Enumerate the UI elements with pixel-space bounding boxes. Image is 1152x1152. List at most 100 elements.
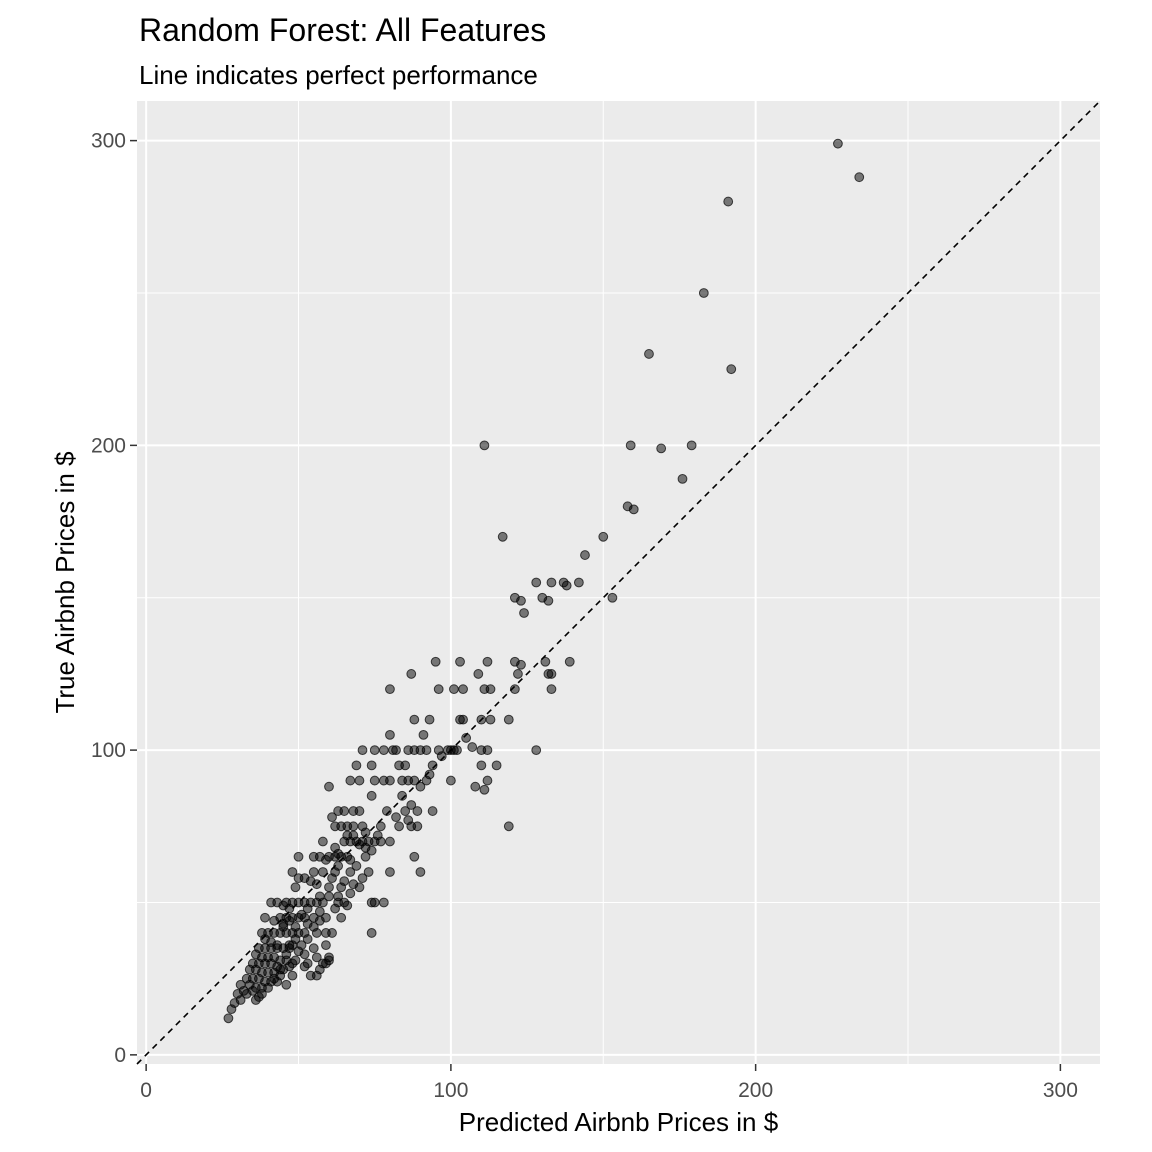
data-point bbox=[372, 830, 383, 841]
data-point bbox=[607, 592, 618, 603]
data-point bbox=[461, 733, 472, 743]
data-point bbox=[308, 867, 319, 877]
data-point bbox=[598, 531, 609, 542]
data-point bbox=[302, 903, 313, 914]
data-point bbox=[470, 781, 481, 792]
data-point bbox=[628, 504, 639, 515]
data-point bbox=[293, 851, 304, 862]
data-point bbox=[391, 745, 401, 756]
data-point bbox=[378, 897, 389, 908]
data-point bbox=[287, 958, 298, 969]
data-point bbox=[400, 760, 411, 771]
data-point bbox=[516, 659, 526, 670]
data-point bbox=[241, 989, 252, 999]
data-point bbox=[430, 656, 441, 667]
data-point bbox=[400, 806, 411, 816]
data-point bbox=[333, 891, 344, 902]
data-point bbox=[449, 684, 459, 695]
data-point bbox=[385, 775, 395, 786]
data-points bbox=[223, 138, 865, 1024]
data-point bbox=[375, 821, 386, 832]
data-point bbox=[275, 964, 286, 975]
data-point bbox=[412, 806, 423, 816]
x-tick-label: 100 bbox=[433, 1079, 468, 1102]
data-point bbox=[698, 288, 709, 298]
data-point bbox=[573, 577, 584, 588]
data-point bbox=[311, 970, 322, 981]
data-point bbox=[257, 989, 267, 999]
data-point bbox=[723, 196, 734, 207]
data-point bbox=[333, 848, 344, 859]
major-gridlines bbox=[137, 101, 1100, 1064]
data-point bbox=[546, 669, 557, 679]
y-tick-label: 0 bbox=[114, 1044, 126, 1067]
data-point bbox=[339, 876, 350, 887]
data-point bbox=[354, 775, 365, 786]
data-point bbox=[686, 440, 697, 451]
data-point bbox=[561, 580, 572, 591]
data-point bbox=[250, 995, 261, 1005]
perfect-performance-line bbox=[136, 100, 1101, 1065]
data-point bbox=[421, 745, 432, 756]
data-point bbox=[476, 714, 487, 725]
data-point bbox=[366, 790, 377, 801]
data-point bbox=[415, 781, 426, 792]
data-point bbox=[296, 909, 307, 920]
data-point bbox=[263, 982, 273, 993]
data-point bbox=[366, 845, 377, 856]
data-point bbox=[546, 684, 557, 695]
data-point bbox=[485, 714, 496, 725]
data-point bbox=[369, 775, 380, 786]
x-axis-ticks: 0 100 200 300 bbox=[140, 1064, 1078, 1102]
data-point bbox=[284, 903, 295, 914]
data-point bbox=[302, 934, 313, 944]
data-point bbox=[391, 812, 401, 823]
data-point bbox=[324, 882, 334, 893]
data-point bbox=[546, 577, 557, 588]
data-point bbox=[308, 943, 319, 954]
data-point bbox=[321, 940, 331, 951]
data-point bbox=[324, 781, 334, 792]
data-point bbox=[497, 531, 508, 542]
data-point bbox=[458, 714, 468, 725]
data-point bbox=[226, 1004, 237, 1015]
data-point bbox=[677, 473, 688, 484]
data-point bbox=[317, 867, 328, 877]
data-point bbox=[345, 854, 356, 865]
data-point bbox=[324, 952, 334, 963]
data-point bbox=[278, 921, 289, 932]
data-point bbox=[357, 745, 368, 756]
data-point bbox=[418, 729, 429, 740]
data-point bbox=[485, 684, 496, 695]
data-point bbox=[385, 729, 395, 740]
data-point bbox=[436, 751, 447, 762]
data-point bbox=[516, 595, 526, 606]
data-point bbox=[287, 867, 298, 877]
data-point bbox=[482, 775, 493, 786]
data-point bbox=[345, 888, 356, 899]
data-point bbox=[445, 745, 456, 756]
data-point bbox=[519, 608, 529, 618]
data-point bbox=[330, 903, 340, 914]
chart-title: Random Forest: All Features bbox=[139, 12, 546, 48]
data-point bbox=[509, 684, 520, 695]
data-point bbox=[409, 714, 420, 725]
data-point bbox=[345, 867, 356, 877]
data-point bbox=[455, 656, 465, 667]
data-point bbox=[540, 656, 551, 667]
data-point bbox=[406, 669, 417, 679]
data-point bbox=[427, 806, 438, 816]
data-point bbox=[580, 550, 590, 560]
data-point bbox=[473, 669, 484, 679]
data-point bbox=[445, 775, 456, 786]
data-point bbox=[290, 882, 301, 893]
data-point bbox=[503, 821, 514, 832]
data-point bbox=[314, 891, 325, 902]
x-tick-label: 0 bbox=[140, 1079, 152, 1102]
x-tick-label: 200 bbox=[738, 1079, 773, 1102]
data-point bbox=[403, 815, 414, 826]
data-point bbox=[726, 364, 737, 375]
data-point bbox=[531, 577, 542, 588]
data-point bbox=[531, 745, 542, 756]
